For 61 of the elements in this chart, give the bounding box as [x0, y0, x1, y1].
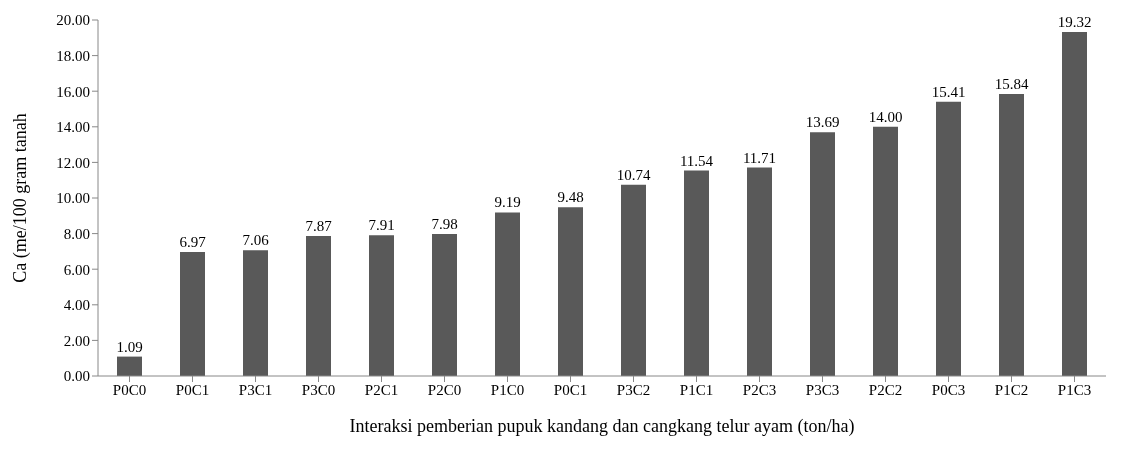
- y-tick-label: 14.00: [56, 119, 90, 136]
- bar: [306, 235, 331, 376]
- bar: [369, 235, 394, 376]
- data-label: 7.87: [305, 217, 333, 234]
- y-tick-label: 6.00: [63, 261, 90, 278]
- data-label: 7.91: [368, 217, 395, 234]
- x-tick-label: P0C1: [553, 381, 588, 398]
- bar: [999, 94, 1024, 376]
- bar: [117, 356, 142, 376]
- x-tick-label: P1C1: [679, 381, 714, 398]
- bar: [873, 126, 898, 376]
- bar: [558, 207, 583, 376]
- y-tick-label: 20.00: [56, 12, 90, 29]
- x-tick-label: P2C1: [364, 381, 399, 398]
- bar: [1062, 32, 1087, 376]
- x-tick-label: P0C3: [931, 381, 966, 398]
- x-tick-label: P0C0: [112, 381, 147, 398]
- bar: [810, 132, 835, 376]
- bar: [936, 101, 961, 376]
- data-label: 10.74: [616, 166, 651, 183]
- data-label: 14.00: [868, 108, 903, 125]
- x-tick-label: P0C1: [175, 381, 210, 398]
- x-axis-title: Interaksi pemberian pupuk kandang dan cangkang telur ayam (ton/ha): [349, 416, 855, 437]
- data-label: 7.98: [431, 215, 458, 232]
- x-tick-label: P2C2: [868, 381, 903, 398]
- x-tick-label: P2C0: [427, 381, 462, 398]
- data-label: 7.06: [242, 232, 270, 249]
- data-label: 15.41: [931, 83, 966, 100]
- bar: [495, 212, 520, 376]
- x-tick-label: P3C3: [805, 381, 840, 398]
- data-label: 9.19: [494, 194, 521, 211]
- data-label: 11.71: [742, 149, 777, 166]
- y-tick-label: 0.00: [63, 368, 90, 385]
- bar: [747, 167, 772, 376]
- y-tick-label: 2.00: [63, 332, 90, 349]
- bar: [180, 251, 205, 376]
- x-tick-label: P3C2: [616, 381, 651, 398]
- data-label: 9.48: [557, 189, 584, 206]
- data-label: 1.09: [116, 338, 143, 355]
- data-label: 13.69: [805, 114, 840, 131]
- x-tick-label: P2C3: [742, 381, 777, 398]
- data-label: 19.32: [1057, 14, 1092, 31]
- bar: [432, 233, 457, 376]
- y-axis-title: Ca (me/100 gram tanah: [10, 113, 32, 283]
- data-label: 11.54: [679, 152, 714, 169]
- y-tick-label: 12.00: [56, 154, 90, 171]
- bar: [243, 250, 268, 376]
- y-tick-label: 16.00: [56, 83, 90, 100]
- data-label: 15.84: [994, 76, 1029, 93]
- x-tick-label: P1C3: [1057, 381, 1092, 398]
- y-tick-label: 10.00: [56, 190, 90, 207]
- y-tick-label: 18.00: [56, 47, 90, 64]
- y-tick-label: 8.00: [63, 225, 90, 242]
- bar: [684, 170, 709, 376]
- x-tick-label: P3C1: [238, 381, 273, 398]
- x-tick-label: P1C0: [490, 381, 525, 398]
- x-tick-label: P1C2: [994, 381, 1029, 398]
- data-label: 6.97: [179, 233, 207, 250]
- bar: [621, 184, 646, 376]
- x-tick-label: P3C0: [301, 381, 336, 398]
- y-tick-label: 4.00: [63, 297, 90, 314]
